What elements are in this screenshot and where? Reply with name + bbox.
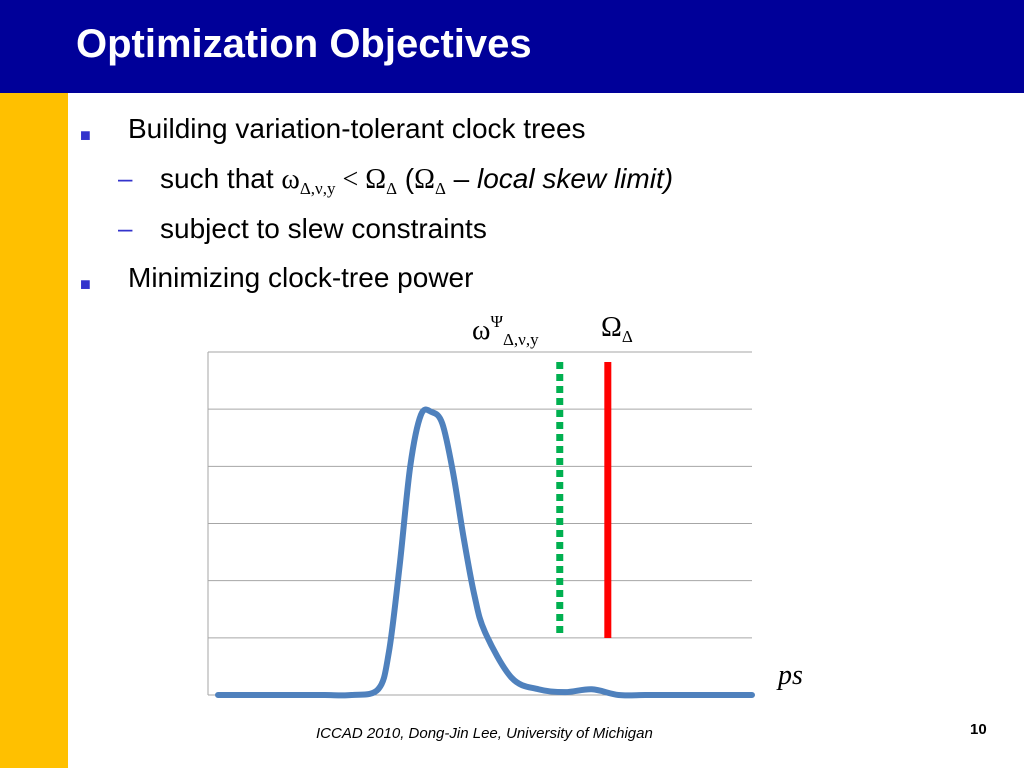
chart-markers xyxy=(556,362,612,638)
Omega-subscript-2: Δ xyxy=(434,179,446,198)
omega-psi-subscript: Δ,ν,y xyxy=(502,330,539,349)
slide-title: Optimization Objectives xyxy=(76,22,532,66)
omega-subscript: Δ,ν,y xyxy=(299,179,336,198)
dash-icon: – xyxy=(118,163,133,193)
sub-bullet-1-text: such that ωΔ,ν,y < ΩΔ (ΩΔ – local skew l… xyxy=(160,163,673,199)
Omega-subscript: Δ xyxy=(386,179,398,198)
Omega-symbol-2: Ω xyxy=(414,164,435,195)
bullet-square-icon: ■ xyxy=(80,274,91,294)
bullet-1-text: Building variation-tolerant clock trees xyxy=(128,113,586,144)
chart-series xyxy=(215,406,755,699)
omega-psi-label: ωΨΔ,ν,y xyxy=(472,312,539,350)
omega-psi-symbol: ω xyxy=(472,315,491,346)
local-skew-limit-text: local skew limit) xyxy=(477,163,674,194)
series-line-0 xyxy=(215,406,755,699)
Omega-delta-label: ΩΔ xyxy=(601,312,633,347)
psi-superscript: Ψ xyxy=(490,312,503,331)
omega-symbol: ω xyxy=(281,164,300,195)
Omega-chart-symbol: Ω xyxy=(601,312,622,343)
sub-bullet-1-prefix: such that xyxy=(160,163,282,194)
paren-open: ( xyxy=(397,163,415,194)
page-number: 10 xyxy=(970,721,987,738)
sub-bullet-2-text: subject to slew constraints xyxy=(160,213,487,244)
en-dash: – xyxy=(445,163,478,194)
x-unit-label: ps xyxy=(778,660,803,691)
title-bar xyxy=(0,0,1024,93)
footer-text: ICCAD 2010, Dong-Jin Lee, University of … xyxy=(316,725,653,742)
bullet-2-text: Minimizing clock-tree power xyxy=(128,262,474,293)
bullet-square-icon: ■ xyxy=(80,125,91,145)
left-accent-bar xyxy=(0,93,68,768)
Omega-chart-subscript: Δ xyxy=(621,327,633,346)
dash-icon: – xyxy=(118,213,133,243)
chart-grid xyxy=(207,351,752,696)
Omega-symbol: Ω xyxy=(365,164,387,195)
less-than-symbol: < xyxy=(335,164,366,195)
